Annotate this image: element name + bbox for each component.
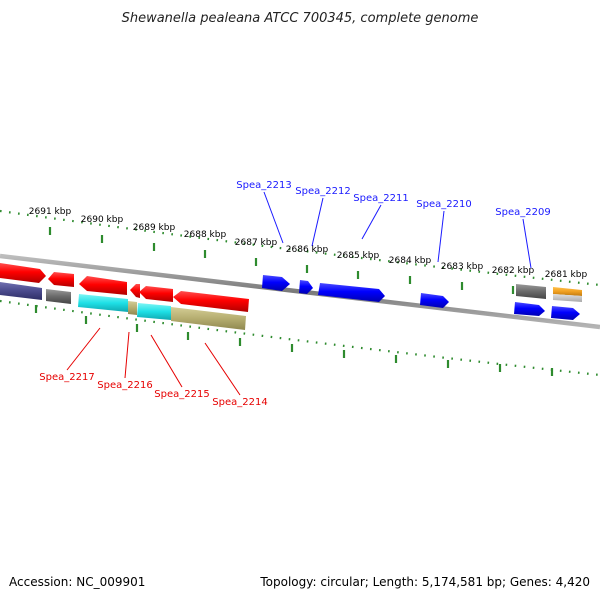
cog-block-khaki[interactable] [128, 301, 137, 315]
kbp-label: 2682 kbp [492, 266, 535, 276]
kbp-scale: 2691 kbp 2690 kbp 2689 kbp 2688 kbp 2687 kbp… [29, 207, 588, 376]
gene-label[interactable]: Spea_2214 [212, 397, 267, 408]
accession-text: Accession: NC_009901 [9, 575, 145, 589]
map-title: Shewanella pealeana ATCC 700345, complet… [122, 11, 479, 26]
cog-block-khaki[interactable] [171, 307, 246, 330]
callout-line [124, 331, 130, 379]
callout-line [522, 218, 532, 269]
callout-line [204, 342, 241, 396]
callout-line [66, 327, 101, 371]
cds-arrow[interactable] [130, 284, 140, 298]
cog-block-gray[interactable] [516, 284, 546, 299]
kbp-label: 2689 kbp [133, 223, 176, 233]
kbp-label: 2691 kbp [29, 207, 72, 217]
outer-tick-ring [0, 209, 600, 287]
gene-label[interactable]: Spea_2213 [236, 180, 291, 191]
kbp-label: 2685 kbp [337, 251, 380, 261]
genome-summary-text: Topology: circular; Length: 5,174,581 bp… [259, 575, 590, 589]
cds-arrow[interactable] [420, 293, 449, 308]
callout-line [437, 210, 445, 263]
gene-label[interactable]: Spea_2209 [495, 207, 550, 218]
cds-arrow[interactable] [318, 283, 385, 302]
cds-arrow[interactable] [514, 302, 545, 316]
cds-arrow[interactable] [79, 276, 127, 295]
gene-label[interactable]: Spea_2216 [97, 380, 152, 391]
kbp-label: 2683 kbp [441, 262, 484, 272]
kbp-label: 2690 kbp [81, 215, 124, 225]
kbp-label: 2687 kbp [235, 238, 278, 248]
cds-arrow[interactable] [551, 306, 580, 320]
cog-track-left [0, 282, 246, 330]
cds-arrow[interactable] [139, 286, 173, 302]
cog-block-cyan[interactable] [137, 303, 171, 320]
gene-label[interactable]: Spea_2211 [353, 193, 408, 204]
cds-arrow[interactable] [262, 275, 290, 291]
cog-block-cyan[interactable] [78, 294, 128, 312]
cog-block-lightgray[interactable] [553, 294, 582, 302]
kbp-label: 2686 kbp [286, 245, 329, 255]
forward-strand-cds [262, 275, 580, 320]
callout-line [311, 197, 324, 247]
gene-label[interactable]: Spea_2215 [154, 389, 209, 400]
cog-track-right [516, 284, 582, 302]
kbp-label: 2688 kbp [184, 230, 227, 240]
cog-block-navy[interactable] [0, 282, 42, 300]
cds-arrow[interactable] [299, 280, 313, 294]
gene-label[interactable]: Spea_2212 [295, 186, 350, 197]
inner-tick-ring [0, 299, 600, 377]
gene-label[interactable]: Spea_2217 [39, 372, 94, 383]
cds-arrow[interactable] [48, 272, 74, 287]
reverse-strand-cds [0, 263, 249, 312]
cog-block-gray[interactable] [46, 289, 71, 304]
callout-line [150, 334, 183, 388]
gene-label[interactable]: Spea_2210 [416, 199, 471, 210]
kbp-label: 2681 kbp [545, 270, 588, 280]
cds-arrow[interactable] [173, 291, 249, 312]
kbp-label: 2684 kbp [389, 256, 432, 266]
callout-line [361, 204, 382, 240]
cds-arrow[interactable] [0, 263, 46, 283]
callout-line [263, 191, 284, 244]
cog-block-orange[interactable] [553, 287, 582, 296]
